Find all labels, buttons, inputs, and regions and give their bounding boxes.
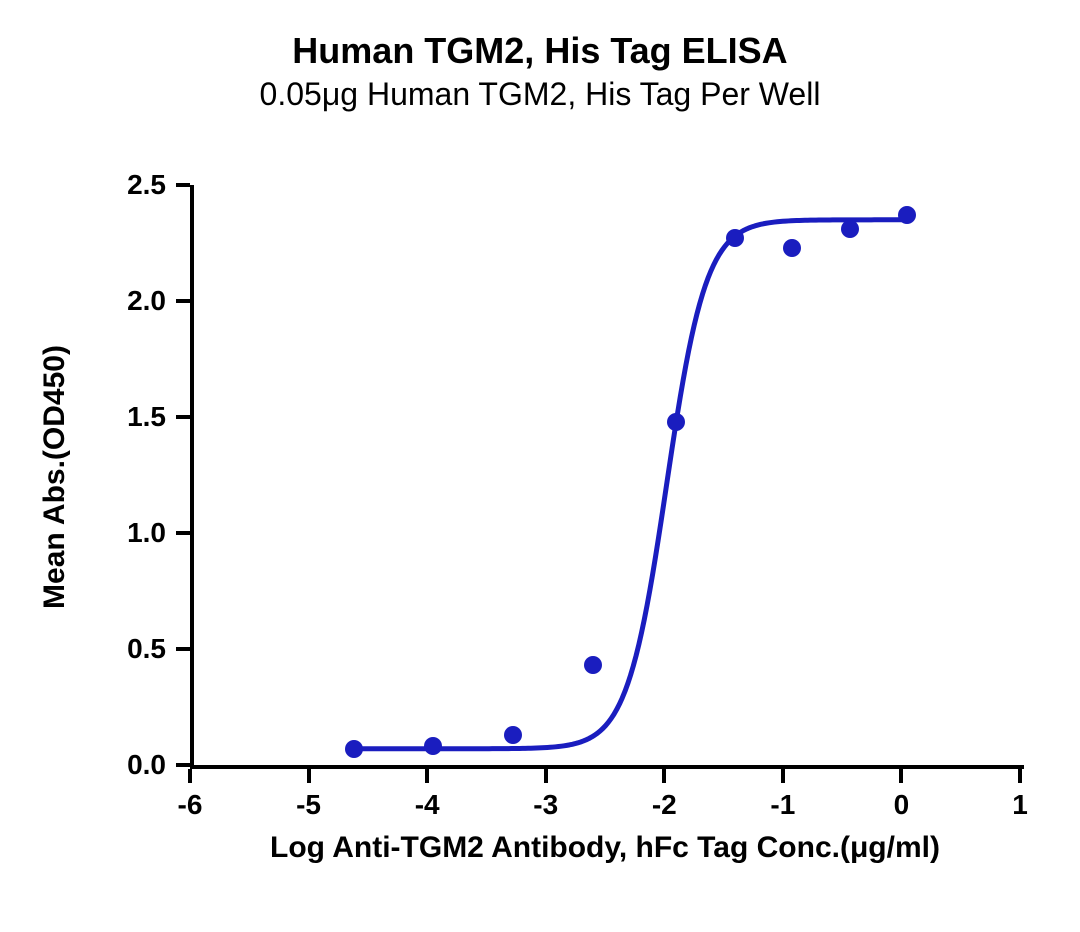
x-tick-label: -6 xyxy=(178,789,203,821)
data-point xyxy=(504,726,522,744)
x-tick xyxy=(899,769,903,783)
x-tick-label: -2 xyxy=(652,789,677,821)
y-axis-title: Mean Abs.(OD450) xyxy=(38,187,72,767)
y-tick-label: 2.5 xyxy=(96,169,166,201)
y-tick-label: 1.5 xyxy=(96,401,166,433)
x-tick xyxy=(307,769,311,783)
chart-title: Human TGM2, His Tag ELISA xyxy=(0,30,1080,72)
data-point xyxy=(424,737,442,755)
data-point xyxy=(783,239,801,257)
data-point xyxy=(667,413,685,431)
x-tick-label: -1 xyxy=(770,789,795,821)
x-tick xyxy=(662,769,666,783)
y-tick-label: 0.5 xyxy=(96,633,166,665)
y-tick-label: 0.0 xyxy=(96,749,166,781)
y-tick xyxy=(176,647,190,651)
plot-area: -6-5-4-3-2-1010.00.51.01.52.02.5 xyxy=(190,185,1020,765)
x-tick-label: -4 xyxy=(415,789,440,821)
x-tick-label: -3 xyxy=(533,789,558,821)
y-tick xyxy=(176,415,190,419)
fit-curve xyxy=(190,185,1020,765)
y-tick xyxy=(176,763,190,767)
x-axis-title: Log Anti-TGM2 Antibody, hFc Tag Conc.(μg… xyxy=(190,831,1020,865)
x-tick xyxy=(1018,769,1022,783)
data-point xyxy=(726,229,744,247)
y-tick-label: 1.0 xyxy=(96,517,166,549)
x-tick xyxy=(188,769,192,783)
x-tick xyxy=(425,769,429,783)
data-point xyxy=(584,656,602,674)
data-point xyxy=(345,740,363,758)
y-tick xyxy=(176,183,190,187)
chart-subtitle: 0.05μg Human TGM2, His Tag Per Well xyxy=(0,76,1080,113)
data-point xyxy=(898,206,916,224)
x-tick xyxy=(781,769,785,783)
x-tick-label: 0 xyxy=(894,789,910,821)
y-tick xyxy=(176,531,190,535)
x-tick-label: 1 xyxy=(1012,789,1028,821)
data-point xyxy=(841,220,859,238)
y-tick-label: 2.0 xyxy=(96,285,166,317)
x-tick xyxy=(544,769,548,783)
y-tick xyxy=(176,299,190,303)
x-tick-label: -5 xyxy=(296,789,321,821)
